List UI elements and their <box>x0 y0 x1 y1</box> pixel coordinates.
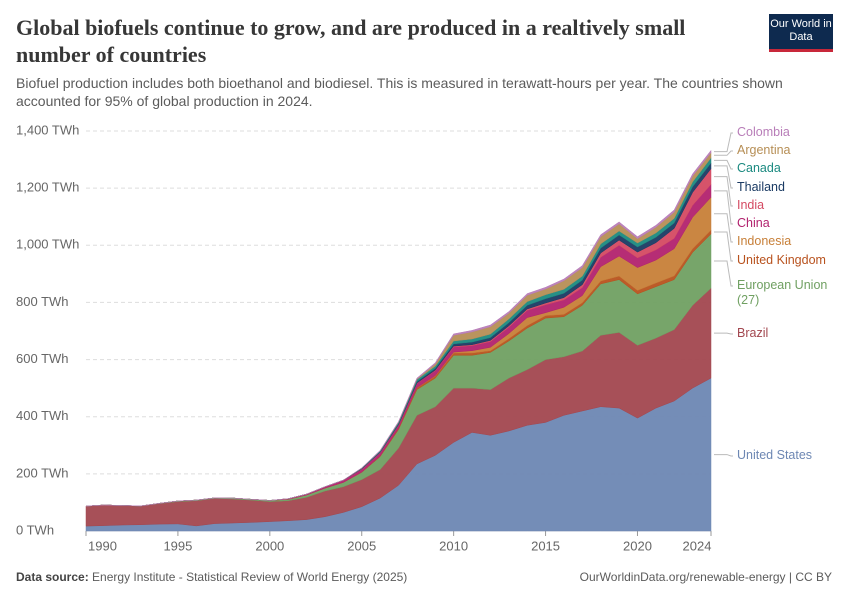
legend-connector <box>714 332 733 335</box>
y-tick-label: 400 TWh <box>16 408 69 423</box>
legend-connector <box>714 190 733 225</box>
legend-label[interactable]: Brazil <box>737 326 769 340</box>
x-tick-label: 2010 <box>439 538 468 553</box>
chart-subtitle: Biofuel production includes both bioetha… <box>16 75 783 109</box>
legend-connector <box>714 159 733 170</box>
legend-label[interactable]: Canada <box>737 161 781 175</box>
y-tick-label: 1,200 TWh <box>16 180 79 195</box>
legend-connector <box>714 176 733 207</box>
x-tick-label: 2024 <box>683 538 712 553</box>
legend-label[interactable]: Indonesia <box>737 234 792 248</box>
x-tick-label: 2000 <box>255 538 284 553</box>
x-tick-label: 2015 <box>531 538 560 553</box>
legend-label[interactable]: United States <box>737 448 813 462</box>
legend-connector <box>714 132 733 153</box>
footer-source: Data source: Energy Institute - Statisti… <box>16 570 407 584</box>
legend-connector <box>714 165 733 189</box>
source: Energy Institute - Statistical Review of… <box>92 570 408 584</box>
y-tick-label: 200 TWh <box>16 465 69 480</box>
area <box>85 149 712 507</box>
y-tick-label: 0 TWh <box>16 522 54 537</box>
source-label: Data source: <box>16 570 89 584</box>
x-tick-label: 1995 <box>163 538 192 553</box>
legend-label[interactable]: Thailand <box>737 180 785 194</box>
legend-connector <box>714 213 733 243</box>
y-tick-label: 800 TWh <box>16 294 69 309</box>
legend-connector <box>714 260 733 287</box>
legend-label[interactable]: India <box>737 198 765 212</box>
legend-label[interactable]: China <box>737 216 770 230</box>
x-tick-label: 2005 <box>347 538 376 553</box>
x-tick-label: 1990 <box>88 538 117 553</box>
y-tick-label: 1,000 TWh <box>16 237 79 252</box>
x-tick-label: 2020 <box>623 538 652 553</box>
logo[interactable]: Our World in Data <box>769 14 833 52</box>
legend-label[interactable]: Argentina <box>737 143 791 157</box>
chart-title: Global biofuels continue to grow, and ar… <box>16 15 686 67</box>
y-tick-label: 600 TWh <box>16 351 69 366</box>
footer-credit[interactable]: OurWorldinData.org/renewable-energy | CC… <box>579 570 832 584</box>
legend-label[interactable]: United Kingdom <box>737 253 826 267</box>
legend-label[interactable]: Colombia <box>737 125 790 139</box>
legend-label[interactable]: European Union (27) <box>737 278 828 307</box>
legend-connector <box>714 231 733 262</box>
y-tick-label: 1,400 TWh <box>16 122 79 137</box>
legend-connector <box>714 454 733 457</box>
legend-connector <box>714 150 733 156</box>
